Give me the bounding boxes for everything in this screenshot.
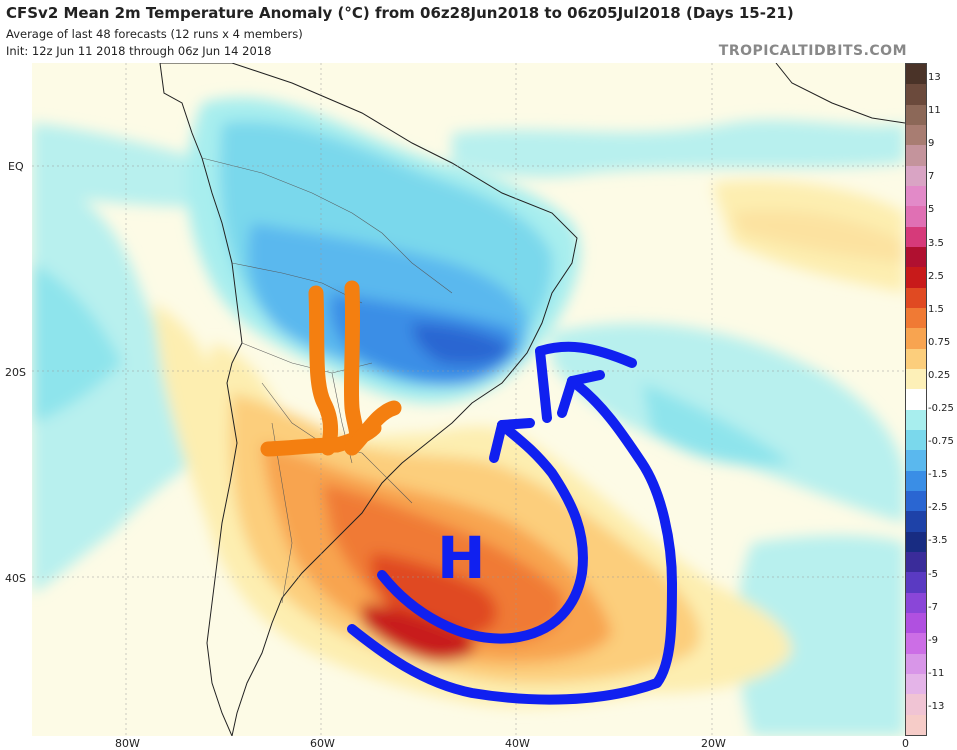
high-pressure-label: H <box>437 524 486 592</box>
colorbar-swatch <box>906 165 926 187</box>
colorbar-tick-label: 0.25 <box>928 369 951 381</box>
colorbar-tick-label: 13 <box>928 72 941 83</box>
colorbar-swatch <box>906 104 926 126</box>
lon-label-20w: 20W <box>701 737 726 750</box>
colorbar-swatch <box>906 84 926 106</box>
colorbar-swatch <box>906 369 926 390</box>
lon-label-0: 0 <box>902 737 909 750</box>
colorbar-tick-label: -13 <box>928 700 945 712</box>
colorbar-swatch <box>906 348 926 370</box>
colorbar-swatch <box>906 572 926 594</box>
forecast-averaging-note: Average of last 48 forecasts (12 runs x … <box>6 27 303 41</box>
colorbar-tick-label: 9 <box>928 138 935 150</box>
high-pressure-circulation <box>347 341 677 705</box>
colorbar-swatch <box>906 714 926 736</box>
init-time-range: Init: 12z Jun 11 2018 through 06z Jun 14… <box>6 44 272 58</box>
colorbar-swatch <box>906 206 926 228</box>
colorbar-swatch <box>906 491 926 512</box>
lon-label-60w: 60W <box>310 737 335 750</box>
colorbar-tick-label: -1.5 <box>928 469 948 481</box>
colorbar-swatch <box>906 694 926 716</box>
colorbar-tick-label: 7 <box>928 171 935 183</box>
coastline <box>159 63 905 736</box>
colorbar-tick-label: -7 <box>928 601 938 613</box>
colorbar-swatch <box>906 145 926 167</box>
anomaly-shading <box>32 97 905 736</box>
colorbar-swatch <box>906 186 926 207</box>
colorbar-swatch <box>906 592 926 614</box>
colorbar-swatch <box>906 247 926 268</box>
colorbar-swatch <box>906 287 926 309</box>
colorbar-swatch <box>906 633 926 655</box>
colorbar-tick-label: 0.75 <box>928 336 951 348</box>
lat-label-eq: EQ <box>8 160 24 173</box>
graticule <box>32 63 905 736</box>
lon-label-80w: 80W <box>115 737 140 750</box>
colorbar-swatch <box>906 613 926 634</box>
lon-label-40w: 40W <box>505 737 530 750</box>
colorbar-tick-label: -9 <box>928 634 938 646</box>
orange-flow-arrows <box>260 280 402 457</box>
lat-label-20s: 20S <box>5 366 26 379</box>
colorbar-swatch <box>906 430 926 451</box>
colorbar-swatch <box>906 389 926 411</box>
colorbar-swatch <box>906 470 926 492</box>
colorbar-swatch <box>906 409 926 431</box>
colorbar-swatch <box>906 531 926 553</box>
brand-watermark: TROPICALTIDBITS.COM <box>718 43 907 59</box>
colorbar-swatch <box>906 552 926 573</box>
colorbar-swatch <box>906 653 926 675</box>
colorbar-tick-label: -2.5 <box>928 502 948 514</box>
colorbar <box>905 63 927 736</box>
colorbar-swatch <box>906 125 926 146</box>
colorbar-tick-label: 1.5 <box>928 303 944 315</box>
colorbar-swatch <box>906 226 926 248</box>
colorbar-tick-label: -5 <box>928 568 938 580</box>
colorbar-swatch <box>906 328 926 350</box>
colorbar-swatch <box>906 674 926 695</box>
colorbar-swatch <box>906 450 926 472</box>
colorbar-tick-label: 2.5 <box>928 270 944 282</box>
colorbar-swatch <box>906 308 926 329</box>
page-title: CFSv2 Mean 2m Temperature Anomaly (°C) f… <box>6 4 794 22</box>
colorbar-tick-label: -11 <box>928 667 945 679</box>
colorbar-tick-label: 11 <box>928 105 941 117</box>
colorbar-swatch <box>906 267 926 289</box>
colorbar-tick-label: -0.75 <box>928 436 954 448</box>
colorbar-tick-label: -0.25 <box>928 403 954 414</box>
colorbar-swatch <box>906 511 926 533</box>
colorbar-tick-label: -3.5 <box>928 535 948 547</box>
colorbar-swatch <box>906 64 926 85</box>
colorbar-tick-label: 5 <box>928 204 935 216</box>
anomaly-map: H <box>32 63 905 736</box>
lat-label-40s: 40S <box>5 572 26 585</box>
colorbar-tick-label: 3.5 <box>928 237 944 249</box>
